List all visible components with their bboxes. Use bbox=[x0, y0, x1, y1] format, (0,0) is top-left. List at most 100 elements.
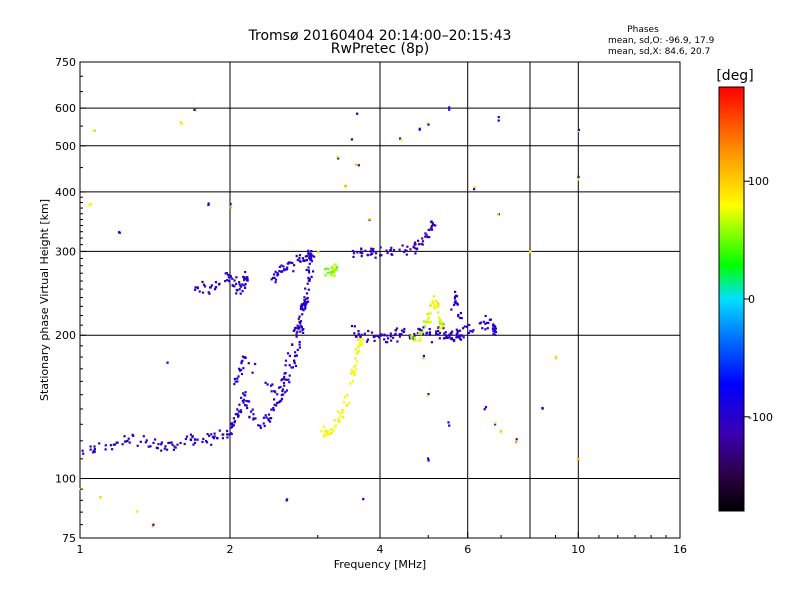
echo-point bbox=[410, 335, 413, 338]
echo-point bbox=[246, 406, 249, 410]
echo-point bbox=[297, 325, 300, 329]
echo-point bbox=[308, 255, 311, 258]
echo-point bbox=[337, 157, 340, 160]
echo-point bbox=[288, 364, 291, 367]
echo-point bbox=[353, 325, 356, 328]
echo-point bbox=[298, 254, 302, 257]
echo-point bbox=[196, 438, 199, 441]
echo-point bbox=[442, 327, 445, 330]
echo-point bbox=[111, 448, 114, 451]
echo-point bbox=[422, 357, 425, 360]
echo-point bbox=[243, 394, 246, 397]
echo-point bbox=[290, 366, 293, 369]
echo-point bbox=[417, 243, 421, 246]
echo-point bbox=[267, 419, 270, 422]
echo-point bbox=[193, 441, 197, 444]
echo-point bbox=[389, 332, 392, 335]
echo-point bbox=[448, 424, 451, 427]
echo-point bbox=[298, 315, 301, 318]
echo-point bbox=[207, 203, 210, 207]
echo-point bbox=[283, 384, 286, 387]
echo-point bbox=[227, 276, 230, 279]
echo-point bbox=[270, 417, 273, 420]
echo-point bbox=[379, 246, 382, 249]
chart-subtitle: RwPretec (8p) bbox=[331, 41, 429, 57]
echo-point bbox=[240, 362, 243, 365]
echo-point bbox=[288, 374, 291, 377]
echo-point bbox=[393, 333, 396, 337]
echo-point bbox=[482, 320, 485, 323]
x-axis-label: Frequency [MHz] bbox=[334, 558, 426, 571]
echo-point bbox=[323, 430, 326, 433]
echo-point bbox=[257, 424, 260, 427]
echo-point bbox=[366, 254, 369, 257]
echo-point bbox=[235, 276, 238, 279]
echo-point bbox=[515, 441, 518, 444]
echo-point bbox=[213, 435, 216, 438]
echo-point bbox=[283, 375, 286, 378]
echo-point bbox=[296, 330, 299, 333]
echo-point bbox=[304, 255, 307, 258]
echo-point bbox=[492, 327, 495, 330]
echo-point bbox=[238, 369, 242, 372]
echo-point bbox=[358, 343, 361, 346]
echo-point bbox=[305, 297, 308, 300]
echo-point bbox=[448, 108, 451, 111]
echo-point bbox=[529, 250, 532, 254]
echo-point bbox=[360, 255, 363, 258]
chart-title: Tromsø 20160404 20:14:00–20:15:43 bbox=[248, 28, 512, 44]
echo-point bbox=[224, 272, 227, 275]
echo-point bbox=[303, 303, 306, 306]
echo-point bbox=[493, 325, 496, 328]
echo-point bbox=[405, 249, 408, 252]
echo-point bbox=[417, 327, 420, 330]
echo-point bbox=[201, 280, 204, 283]
echo-point bbox=[302, 259, 305, 262]
echo-point bbox=[88, 204, 91, 207]
echo-point bbox=[438, 337, 441, 340]
echo-point bbox=[373, 339, 376, 342]
echo-point bbox=[379, 254, 382, 257]
echo-point bbox=[420, 242, 423, 245]
echo-point bbox=[341, 409, 344, 412]
echo-point bbox=[142, 435, 145, 438]
echo-point bbox=[300, 303, 303, 306]
echo-point bbox=[371, 249, 374, 252]
echo-point bbox=[245, 278, 249, 281]
echo-point bbox=[271, 383, 274, 386]
echo-point bbox=[456, 335, 459, 338]
echo-point bbox=[284, 364, 287, 367]
echo-point bbox=[264, 381, 267, 384]
echo-point bbox=[421, 237, 424, 240]
echo-point bbox=[334, 268, 337, 271]
echo-point bbox=[479, 321, 483, 324]
echo-point bbox=[413, 338, 417, 341]
echo-point bbox=[228, 433, 231, 436]
echo-point bbox=[303, 304, 307, 307]
echo-point bbox=[217, 283, 221, 286]
echo-point bbox=[438, 318, 441, 321]
echo-point bbox=[307, 266, 310, 269]
echo-point bbox=[413, 333, 416, 336]
echo-point bbox=[238, 403, 241, 406]
echo-point bbox=[374, 334, 377, 337]
echo-point bbox=[185, 435, 189, 438]
echo-point bbox=[218, 429, 221, 432]
echo-point bbox=[295, 354, 298, 357]
echo-point bbox=[405, 253, 408, 256]
echo-point bbox=[361, 252, 364, 255]
echo-point bbox=[242, 367, 245, 370]
echo-point bbox=[240, 411, 243, 414]
echo-point bbox=[274, 281, 277, 284]
echo-point bbox=[350, 369, 353, 372]
echo-point bbox=[333, 419, 336, 422]
echo-point bbox=[210, 284, 213, 287]
echo-point bbox=[410, 337, 413, 340]
echo-point bbox=[244, 283, 247, 286]
echo-point bbox=[282, 265, 285, 268]
echo-point bbox=[310, 254, 313, 257]
echo-point bbox=[322, 425, 326, 428]
echo-point bbox=[157, 443, 160, 446]
echo-point bbox=[462, 336, 465, 339]
echo-point bbox=[420, 333, 423, 336]
